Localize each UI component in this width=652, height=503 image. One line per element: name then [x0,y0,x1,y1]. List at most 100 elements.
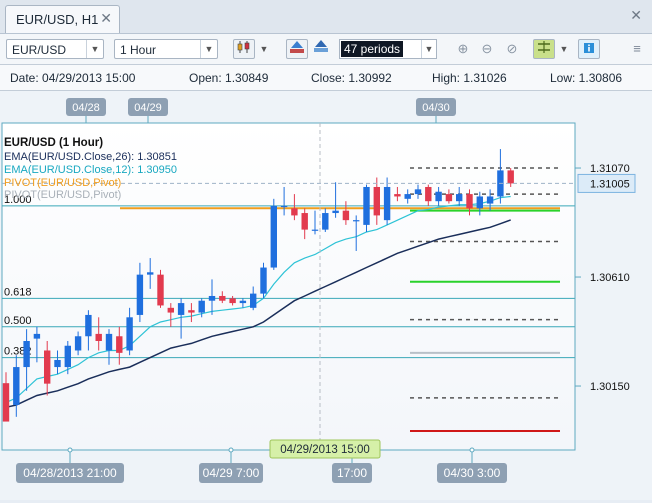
chevron-down-icon[interactable]: ▼ [259,44,269,54]
candle-body [404,194,411,199]
zoom-reset-icon[interactable]: ⊘ [506,41,518,56]
candle-body [394,194,401,197]
crosshair-date-label-bg [269,439,381,459]
candle-body [250,293,257,308]
bottom-time-label-bg [199,463,263,483]
candle-body [95,333,102,341]
candle-body [126,317,133,351]
candle[interactable] [74,331,82,356]
plot-area[interactable] [1,122,576,451]
zoom-in-icon[interactable]: ⊕ [457,41,469,56]
candle-body [219,295,226,301]
info-date: Date: 04/29/2013 15:00 [10,71,136,85]
chart-area[interactable]: 04/28 04/29 04/30 1.000 0.618 0.500 0.382 EUR… [0,91,652,500]
candle-body [373,186,380,216]
candle[interactable] [291,194,298,221]
top-date-label: 04/30 [422,102,450,114]
candle[interactable] [157,269,164,308]
candle[interactable] [322,208,329,232]
bottom-time-label-bg [332,463,372,483]
candle[interactable] [435,186,442,206]
legend-ema26: EMA(EUR/USD.Close,26): 1.30851 [4,151,177,163]
candle[interactable] [486,189,494,211]
candle[interactable] [270,198,277,270]
candle[interactable] [85,310,92,351]
candle[interactable] [394,186,401,202]
candle[interactable] [105,329,113,365]
timeframe-select[interactable]: 1 Hour ▼ [114,39,218,59]
candle[interactable] [260,262,267,299]
candle[interactable] [311,210,319,235]
candle-body [188,310,195,313]
chevron-down-icon[interactable]: ▼ [559,44,569,54]
candle[interactable] [136,262,144,323]
info-icon[interactable] [578,39,600,59]
candle[interactable] [280,186,288,216]
candle[interactable] [126,307,133,356]
candle-body [116,336,123,353]
candle[interactable] [198,298,205,318]
candle[interactable] [363,184,370,232]
candle-body [383,186,391,221]
candle[interactable] [64,341,71,375]
candle[interactable] [445,189,453,204]
candle[interactable] [250,286,257,311]
window-close-icon[interactable]: ✕ [630,7,642,23]
candle[interactable] [188,303,195,323]
candle[interactable] [23,329,30,391]
candle[interactable] [301,208,308,240]
candlestick-icon[interactable] [233,39,255,59]
candle[interactable] [239,298,247,308]
candle[interactable] [342,201,350,225]
periods-select[interactable]: 47 periods ▼ [339,39,437,59]
bottom-time-marker [469,447,475,453]
candle[interactable] [414,184,422,199]
chart-type-alt-icon[interactable] [310,39,332,59]
candle[interactable] [177,298,185,339]
fib-level-label: 0.500 [4,315,32,327]
candle[interactable] [33,326,41,363]
legend-title: EUR/USD (1 Hour) [4,137,103,149]
candle[interactable] [383,177,391,225]
candle[interactable] [116,326,123,365]
candle[interactable] [44,341,51,396]
current-price-box [577,173,636,193]
bottom-time-label-bg [16,463,124,483]
legend-pivot: PIVOT(EUR/USD,Pivot) [4,177,121,189]
price-tick-label: 1.30150 [590,381,630,393]
candle[interactable] [507,168,514,187]
zoom-out-icon[interactable]: ⊖ [481,41,493,56]
candle[interactable] [54,350,61,375]
tab-close-icon[interactable]: ✕ [100,10,112,26]
tab-bar: EUR/USD, H1 ✕ ✕ [0,0,652,34]
candle[interactable] [476,191,483,216]
candle[interactable] [456,186,463,206]
tab-eurusd-h1[interactable]: EUR/USD, H1 ✕ [5,5,120,33]
candle[interactable] [13,355,20,417]
candle[interactable] [332,182,339,218]
indicators-icon[interactable] [533,39,555,59]
candle-body [105,333,113,351]
candle[interactable] [219,291,226,304]
candle[interactable] [208,279,216,315]
candle[interactable] [373,177,380,225]
menu-icon[interactable]: ≡ [633,41,641,56]
candle[interactable] [147,258,154,289]
chart-type-up-icon[interactable] [286,39,308,59]
bottom-time-marker [67,447,73,453]
candle[interactable] [425,184,432,206]
candle-body [270,205,277,268]
candle[interactable] [404,189,411,204]
candle-body [85,314,92,337]
candle[interactable] [466,189,473,216]
candle[interactable] [353,215,360,251]
candle[interactable] [229,295,236,306]
candle[interactable] [95,317,102,351]
candle-body [291,208,298,216]
candle-body [44,350,51,384]
candle[interactable] [2,372,10,422]
candle-body [363,186,370,225]
symbol-select[interactable]: EUR/USD ▼ [6,39,104,59]
candle[interactable] [167,303,174,327]
